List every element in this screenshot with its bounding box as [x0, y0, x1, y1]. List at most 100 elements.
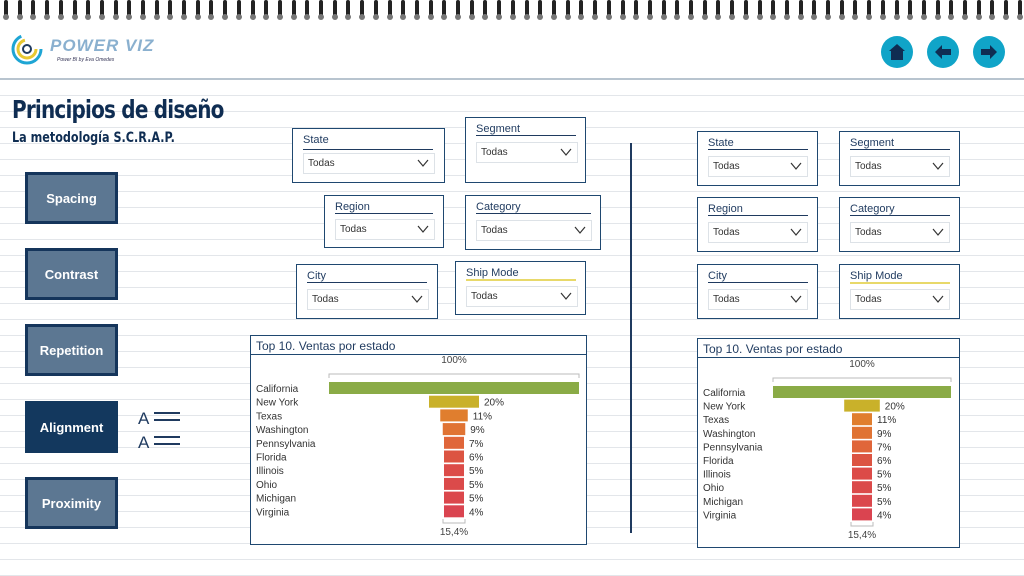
- top-bracket: [772, 377, 952, 382]
- spiral-ring: [208, 0, 214, 20]
- region-slicer: Region Todas: [697, 197, 818, 252]
- category-label: Virginia: [256, 507, 290, 518]
- spiral-ring: [154, 0, 160, 20]
- spiral-ring: [962, 0, 968, 20]
- spiral-ring: [729, 0, 735, 20]
- back-button[interactable]: [927, 36, 959, 68]
- funnel-bar: [444, 436, 464, 449]
- brand-tagline: Power BI by Eva Omedes: [57, 57, 115, 63]
- category-label: Pennsylvania: [703, 442, 763, 453]
- state-dropdown[interactable]: Todas: [303, 153, 435, 174]
- segment-slicer: Segment Todas: [465, 117, 586, 183]
- category-dropdown[interactable]: Todas: [476, 220, 592, 241]
- spiral-ring: [674, 0, 680, 20]
- page-title: Principios de diseño: [12, 95, 224, 124]
- slicer-label: Category: [476, 201, 521, 213]
- alignment-button[interactable]: Alignment: [25, 401, 118, 453]
- svg-text:A: A: [138, 433, 150, 452]
- spiral-ring: [989, 0, 995, 20]
- city-slicer: City Todas: [296, 264, 438, 319]
- slicer-label: Region: [708, 203, 743, 215]
- spiral-ring: [715, 0, 721, 20]
- spiral-ring: [510, 0, 516, 20]
- top-percent-label: 100%: [441, 355, 467, 366]
- segment-dropdown[interactable]: Todas: [476, 142, 578, 163]
- spiral-ring: [263, 0, 269, 20]
- value-label: 5%: [877, 470, 892, 481]
- proximity-button[interactable]: Proximity: [25, 477, 118, 529]
- region-slicer: Region Todas: [324, 195, 444, 248]
- vertical-divider: [630, 143, 632, 533]
- spiral-ring: [318, 0, 324, 20]
- spiral-ring: [1003, 0, 1009, 20]
- slicer-label: Segment: [476, 123, 521, 135]
- spiral-ring: [469, 0, 475, 20]
- slicer-label: State: [303, 134, 329, 146]
- slicer-label: Ship Mode: [850, 270, 903, 282]
- notebook-spirals: [0, 0, 1024, 22]
- chevron-down-icon: [417, 225, 429, 233]
- spacing-button[interactable]: Spacing: [25, 172, 118, 224]
- category-label: Florida: [256, 453, 287, 464]
- ship-mode-dropdown[interactable]: Todas: [850, 289, 950, 310]
- funnel-bar: [444, 477, 464, 490]
- brand-name: POWER VIZ: [50, 36, 155, 55]
- spiral-ring: [291, 0, 297, 20]
- spiral-ring: [647, 0, 653, 20]
- funnel-bar: [444, 491, 464, 504]
- contrast-button[interactable]: Contrast: [25, 248, 118, 300]
- region-dropdown[interactable]: Todas: [708, 222, 808, 243]
- svg-text:A: A: [138, 409, 150, 428]
- spiral-ring: [907, 0, 913, 20]
- chevron-down-icon: [790, 162, 802, 170]
- chevron-down-icon: [560, 292, 572, 300]
- spiral-ring: [140, 0, 146, 20]
- forward-button[interactable]: [973, 36, 1005, 68]
- repetition-button[interactable]: Repetition: [25, 324, 118, 376]
- ship-mode-dropdown[interactable]: Todas: [466, 286, 578, 307]
- spiral-ring: [702, 0, 708, 20]
- spiral-ring: [113, 0, 119, 20]
- category-label: Pennsylvania: [256, 439, 316, 450]
- category-label: Illinois: [703, 470, 731, 481]
- spiral-ring: [428, 0, 434, 20]
- spiral-ring: [784, 0, 790, 20]
- funnel-bar: [773, 386, 951, 398]
- value-label: 9%: [470, 425, 485, 436]
- state-slicer: State Todas: [292, 128, 445, 183]
- city-slicer: City Todas: [697, 264, 818, 319]
- value-label: 7%: [469, 439, 484, 450]
- state-dropdown[interactable]: Todas: [708, 156, 808, 177]
- funnel-bar: [444, 505, 464, 518]
- category-label: Michigan: [256, 494, 296, 505]
- spiral-ring: [839, 0, 845, 20]
- category-label: Michigan: [703, 497, 743, 508]
- bottom-percent-label: 15,4%: [848, 530, 876, 541]
- spiral-ring: [167, 0, 173, 20]
- city-dropdown[interactable]: Todas: [708, 289, 808, 310]
- spiral-ring: [743, 0, 749, 20]
- left-funnel-chart: Top 10. Ventas por estado 100% California…: [250, 335, 587, 545]
- spiral-ring: [30, 0, 36, 20]
- home-button[interactable]: [881, 36, 913, 68]
- slicer-label: City: [708, 270, 727, 282]
- funnel-bar: [852, 481, 872, 494]
- spiral-ring: [770, 0, 776, 20]
- category-label: Washington: [703, 429, 755, 440]
- spiral-ring: [400, 0, 406, 20]
- funnel-bar: [852, 454, 872, 466]
- segment-dropdown[interactable]: Todas: [850, 156, 950, 177]
- spiral-ring: [304, 0, 310, 20]
- region-dropdown[interactable]: Todas: [335, 219, 435, 240]
- spiral-ring: [921, 0, 927, 20]
- city-dropdown[interactable]: Todas: [307, 289, 429, 310]
- bottom-percent-label: 15,4%: [440, 527, 468, 538]
- category-dropdown[interactable]: Todas: [850, 222, 950, 243]
- category-label: California: [256, 384, 299, 395]
- category-slicer: Category Todas: [839, 197, 960, 252]
- value-label: 5%: [469, 494, 484, 505]
- spiral-ring: [3, 0, 9, 20]
- spiral-ring: [935, 0, 941, 20]
- spiral-ring: [345, 0, 351, 20]
- slicer-label: State: [708, 137, 734, 149]
